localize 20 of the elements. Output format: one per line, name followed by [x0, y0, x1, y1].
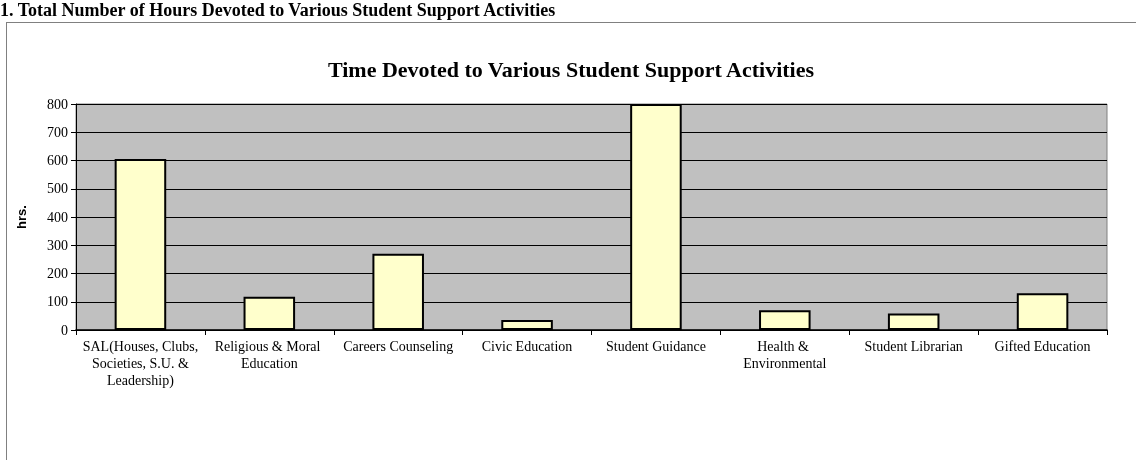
y-tick-label: 600 — [47, 153, 68, 168]
x-tick-label: Gifted Education — [994, 339, 1091, 354]
text: 1. Total Number of Hours Devoted to Various Student Support Activities — [0, 0, 556, 20]
y-axis-title: hrs. — [14, 205, 29, 229]
y-tick-label: 300 — [47, 237, 68, 253]
y-tick-label: 100 — [47, 294, 68, 310]
y-tick-label: 800 — [47, 96, 68, 112]
y-tick-label: 0 — [61, 322, 68, 338]
x-tick-label: Student Guidance — [605, 339, 706, 354]
y-tick-label: 700 — [47, 124, 68, 140]
y-tick-label: 400 — [47, 209, 68, 225]
x-tick-label: Careers Counseling — [343, 339, 454, 354]
x-tick-label: Religious & Moral Education — [214, 339, 324, 371]
y-tick-label: 500 — [47, 181, 68, 197]
x-tick-label: Civic Education — [481, 339, 573, 354]
y-tick-label: 200 — [47, 266, 68, 281]
x-tick-label: SAL(Houses, Clubs, Societies, S.U. & Leadership) — [82, 339, 199, 389]
x-tick-label: Health & Environmental — [743, 339, 827, 371]
x-tick-label: Student Librarian — [864, 339, 963, 354]
chart-title: Time Devoted to Various Student Support Activities — [327, 56, 815, 82]
